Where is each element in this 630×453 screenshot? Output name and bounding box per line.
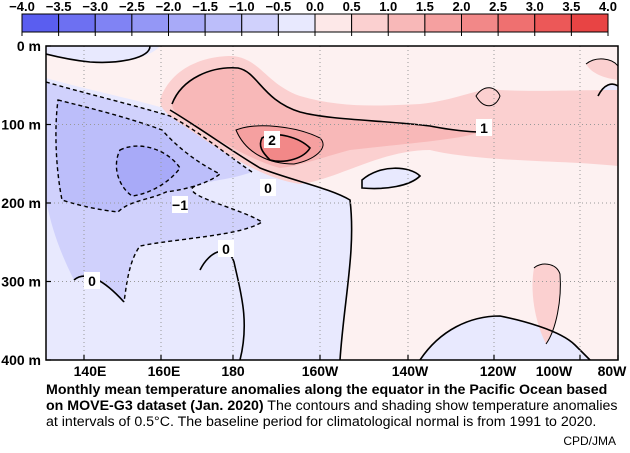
anomaly-figure: −4.0 −3.5 −3.0 −2.5 −2.0 −1.5 −1.0 −0.5 0.0 0.5 1.… <box>1 0 628 379</box>
x-tick-label: 80W <box>598 363 628 379</box>
contour-labels: 2 1 0 −1 0 0 <box>84 119 492 289</box>
colorbar-tick-label: 3.0 <box>526 0 544 14</box>
contour-minor <box>235 58 618 345</box>
colorbar-swatch <box>131 13 169 33</box>
contour-one <box>171 67 481 133</box>
neg-anom-minus15 <box>116 146 180 196</box>
contour-zero-main <box>169 109 353 360</box>
colorbar-tick-label: 1.5 <box>416 0 434 14</box>
colorbar-tick-label: −2.5 <box>119 0 145 14</box>
contour-label-bg <box>476 119 492 136</box>
colorbar-swatch <box>277 13 316 33</box>
contour-two <box>259 133 312 163</box>
contour-label: 0 <box>88 273 96 289</box>
caption: Monthly mean temperature anomalies along… <box>46 382 618 430</box>
colorbar-tick-label: 2.5 <box>489 0 507 14</box>
contour-lines <box>46 46 618 360</box>
colorbar-tick-label: −1.5 <box>192 0 218 14</box>
colorbar-swatch <box>497 13 536 33</box>
contour-negative <box>46 81 264 303</box>
contour-label-bg <box>84 272 100 289</box>
contour-label: 2 <box>268 132 276 148</box>
colorbar-labels: −4.0 −3.5 −3.0 −2.5 −2.0 −1.5 −1.0 −0.5 0.0 0.5 1.… <box>9 0 617 14</box>
colorbar-swatch <box>168 13 206 33</box>
contour-label: 0 <box>264 180 272 196</box>
colorbar-swatch <box>204 13 243 33</box>
caption-text: The contours and shading show temperatur… <box>46 398 618 430</box>
x-tick-label: 160E <box>148 363 181 379</box>
y-tick-label: 300 m <box>1 274 41 290</box>
pos-anom-east <box>476 87 500 106</box>
credit: CPD/JMA <box>563 434 616 448</box>
y-tick-labels: 0 m 100 m 200 m 300 m 400 m <box>1 38 41 368</box>
colorbar-swatch <box>570 13 609 33</box>
colorbar-swatch <box>21 13 60 33</box>
heatmap-field <box>46 46 618 360</box>
caption-bold: Monthly mean temperature anomalies along… <box>46 382 608 414</box>
x-tick-label: 180 <box>221 363 245 379</box>
colorbar-tick-label: −2.0 <box>156 0 182 14</box>
colorbar-tick-label: −4.0 <box>9 0 35 14</box>
colorbar-tick-label: −1.0 <box>229 0 255 14</box>
neg-anom-topleft <box>46 46 160 63</box>
pos-anom-far-east <box>586 58 618 80</box>
colorbar-tick-label: −3.0 <box>82 0 108 14</box>
axis-ticks <box>46 45 619 361</box>
colorbar-swatch <box>94 13 133 33</box>
pos-anom-deep-east <box>532 264 561 344</box>
contour-label-bg <box>172 196 188 213</box>
contour-label-bg <box>264 131 280 148</box>
colorbar-tick-label: 0.5 <box>343 0 361 14</box>
contour-zero-east2 <box>361 167 422 190</box>
y-tick-label: 0 m <box>17 38 41 54</box>
y-tick-label: 400 m <box>1 352 41 368</box>
contour-label: 0 <box>222 241 230 257</box>
contour-label: 1 <box>480 120 488 136</box>
contour-label-bg <box>218 240 234 257</box>
colorbar-tick-label: 4.0 <box>599 0 617 14</box>
colorbar-swatch <box>424 13 462 33</box>
x-tick-label: 160W <box>302 363 339 379</box>
colorbar-tick-label: 3.5 <box>562 0 580 14</box>
contour-label-bg <box>260 179 276 196</box>
x-tick-label: 120W <box>480 363 517 379</box>
colorbar-tick-label: −3.5 <box>46 0 72 14</box>
grid <box>46 46 618 360</box>
neg-anom-deep <box>420 316 590 360</box>
y-tick-label: 100 m <box>1 117 41 133</box>
colorbar-swatch <box>461 13 499 33</box>
colorbar-swatch <box>387 13 426 33</box>
colorbar-swatch <box>534 13 572 33</box>
colorbar-tick-label: 2.0 <box>452 0 470 14</box>
colorbar <box>21 13 609 36</box>
colorbar-swatch <box>351 13 389 33</box>
colorbar-swatch <box>241 13 279 33</box>
contour-label: −1 <box>172 197 188 213</box>
colorbar-swatch <box>314 13 353 33</box>
x-tick-label: 140E <box>74 363 107 379</box>
x-tick-label: 100W <box>536 363 573 379</box>
contour-zero-east <box>419 315 591 360</box>
contour-zero-mid <box>199 250 246 360</box>
x-tick-label: 140W <box>392 363 429 379</box>
colorbar-tick-label: 1.0 <box>379 0 397 14</box>
colorbar-tick-label: −0.5 <box>266 0 292 14</box>
y-tick-label: 200 m <box>1 195 41 211</box>
colorbar-tick-label: 0.0 <box>306 0 324 14</box>
colorbar-swatch <box>58 13 96 33</box>
contour-zero-top <box>46 46 151 64</box>
x-tick-labels: 140E 160E 180 160W 140W 120W 100W 80W <box>74 363 628 379</box>
contour-zero-east3 <box>597 83 618 97</box>
